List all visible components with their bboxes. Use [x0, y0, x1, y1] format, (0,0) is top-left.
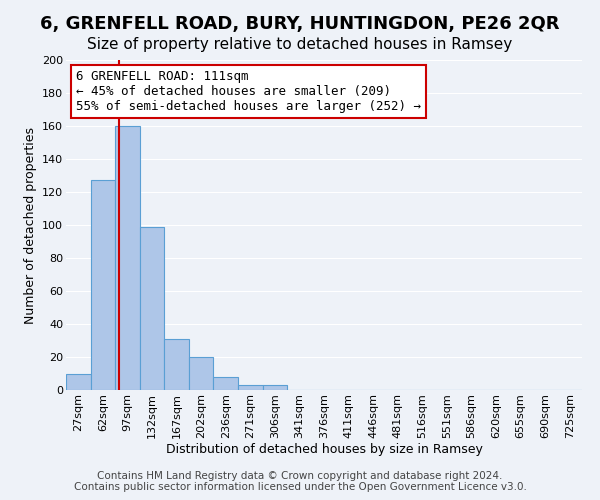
Bar [115, 126, 140, 390]
Bar [91, 180, 115, 390]
Text: 6 GRENFELL ROAD: 111sqm
← 45% of detached houses are smaller (209)
55% of semi-d: 6 GRENFELL ROAD: 111sqm ← 45% of detache… [76, 70, 421, 113]
Bar [164, 339, 189, 390]
Bar [189, 357, 214, 390]
Y-axis label: Number of detached properties: Number of detached properties [23, 126, 37, 324]
Bar [214, 377, 238, 390]
Text: Size of property relative to detached houses in Ramsey: Size of property relative to detached ho… [88, 38, 512, 52]
Bar [140, 226, 164, 390]
Text: 6, GRENFELL ROAD, BURY, HUNTINGDON, PE26 2QR: 6, GRENFELL ROAD, BURY, HUNTINGDON, PE26… [40, 15, 560, 33]
Bar [263, 385, 287, 390]
Bar [66, 374, 91, 390]
Text: Contains HM Land Registry data © Crown copyright and database right 2024.
Contai: Contains HM Land Registry data © Crown c… [74, 471, 526, 492]
Bar [238, 385, 263, 390]
X-axis label: Distribution of detached houses by size in Ramsey: Distribution of detached houses by size … [166, 444, 482, 456]
